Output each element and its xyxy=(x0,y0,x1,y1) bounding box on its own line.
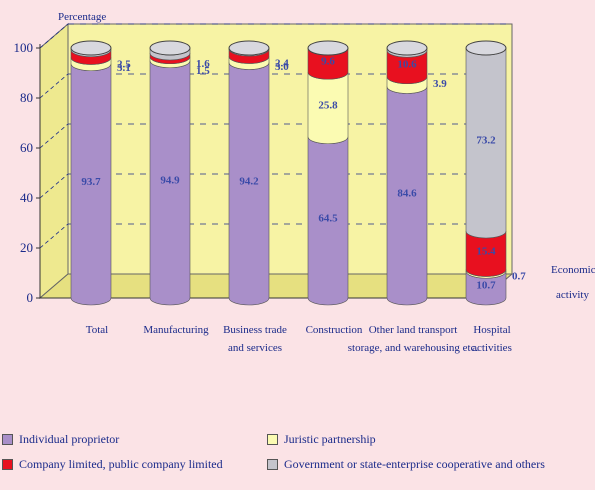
bar-top-construction xyxy=(307,40,349,56)
data-label: 0.7 xyxy=(512,271,526,283)
x-tick-label: Other land transport xyxy=(369,324,458,336)
bar-top-manufacturing xyxy=(149,40,191,56)
chart-side-wall xyxy=(39,22,69,300)
data-label: 3.9 xyxy=(433,78,447,90)
data-label: 93.7 xyxy=(81,176,101,188)
gridline-diagonal xyxy=(39,223,69,249)
data-label: 3.0 xyxy=(275,61,289,73)
x-tick-label: Manufacturing xyxy=(143,324,209,336)
y-tick-label: 40 xyxy=(20,190,33,205)
data-label: 15.4 xyxy=(476,245,496,257)
x-tick-label: activities xyxy=(472,342,512,354)
gridline-diagonal xyxy=(39,173,69,199)
legend: Individual proprietor Juristic partnersh… xyxy=(0,430,595,490)
data-label: 94.2 xyxy=(239,175,259,187)
data-label: 2.5 xyxy=(117,59,131,71)
stacked-bar-chart: 0 20 40 60 80 100 Percentage Economic activity 93… xyxy=(14,11,595,354)
data-label: 10.7 xyxy=(476,280,496,292)
x-tick-label: Business trade xyxy=(223,324,287,336)
x-tick-label: Construction xyxy=(306,324,363,336)
y-tick-label: 60 xyxy=(20,140,33,155)
legend-swatch-government-others xyxy=(267,459,278,470)
bar-top-hospital xyxy=(465,40,507,56)
legend-label-government-others: Government or state-enterprise cooperati… xyxy=(284,457,545,471)
data-label: 73.2 xyxy=(476,135,496,147)
data-label: 1.5 xyxy=(196,65,210,77)
bar-top-other-land-transport xyxy=(386,40,428,56)
legend-label-juristic-partnership: Juristic partnership xyxy=(284,432,376,446)
legend-item-government-others: Government or state-enterprise cooperati… xyxy=(267,457,545,472)
data-label: 3.1 xyxy=(117,62,131,74)
data-label: 2.4 xyxy=(275,58,289,70)
chart-back-wall xyxy=(67,23,513,275)
data-label: 9.6 xyxy=(321,55,335,67)
data-label: 84.6 xyxy=(397,187,417,199)
data-label: 64.5 xyxy=(318,212,338,224)
legend-item-individual-proprietor: Individual proprietor xyxy=(2,432,119,447)
gridline-diagonal xyxy=(39,23,69,49)
legend-label-company-limited: Company limited, public company limited xyxy=(19,457,223,471)
legend-swatch-individual-proprietor xyxy=(2,434,13,445)
y-tick-label: 100 xyxy=(14,40,34,55)
y-tick-label: 80 xyxy=(20,90,33,105)
data-label: 10.6 xyxy=(397,59,417,71)
y-tick-label: 20 xyxy=(20,240,33,255)
legend-swatch-company-limited xyxy=(2,459,13,470)
x-axis-title: activity xyxy=(556,289,589,301)
x-tick-label: Total xyxy=(86,324,108,336)
x-tick-label: Hospital xyxy=(473,324,510,336)
x-tick-label: storage, and warehousing etc. xyxy=(348,342,479,354)
legend-label-individual-proprietor: Individual proprietor xyxy=(19,432,120,446)
legend-item-juristic-partnership: Juristic partnership xyxy=(267,432,376,447)
y-axis-title: Percentage xyxy=(58,11,106,23)
legend-item-company-limited: Company limited, public company limited xyxy=(2,457,223,472)
x-tick-label: and services xyxy=(228,342,282,354)
gridline-diagonal xyxy=(39,123,69,149)
bar-top-total xyxy=(70,40,112,56)
bar-top-business-trade xyxy=(228,40,270,56)
data-label: 1.6 xyxy=(196,58,210,70)
data-label: 25.8 xyxy=(318,100,338,112)
gridline-diagonal xyxy=(39,73,69,99)
x-axis-title: Economic xyxy=(551,264,595,276)
y-tick-label: 0 xyxy=(27,290,34,305)
legend-swatch-juristic-partnership xyxy=(267,434,278,445)
data-label: 94.9 xyxy=(160,174,180,186)
